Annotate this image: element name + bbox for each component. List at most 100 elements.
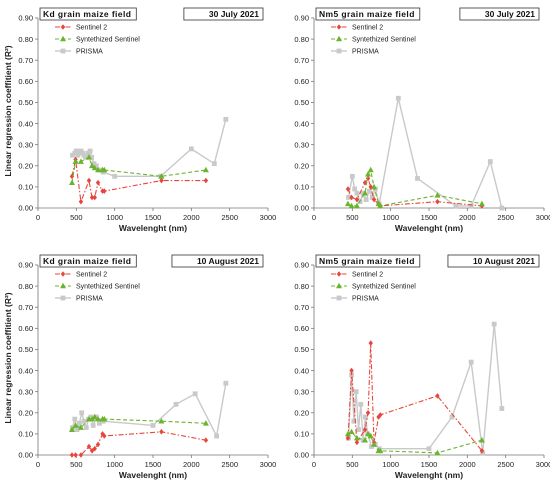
data-point [158,418,165,424]
x-tick-label: 500 [346,460,359,469]
data-point [361,437,368,443]
legend-marker [60,295,66,301]
data-point [79,410,85,416]
series-sentinel-2 [345,175,485,209]
data-point [95,166,102,173]
data-point [365,171,372,177]
data-point [468,359,474,365]
field-title: Nm5 grain maize field [319,9,415,19]
date-title: 30 July 2021 [485,9,535,19]
y-tick-label: 0.00 [18,204,33,213]
field-title: Kd grain maize field [43,9,131,19]
legend-label: Syntethized Sentinel [76,37,140,44]
data-point [365,430,372,437]
data-point [159,177,164,184]
series-syntethized-sentinel [68,154,209,185]
x-tick-label: 2000 [459,460,476,469]
y-tick-label: 0.60 [18,77,33,86]
y-tick-label: 0.90 [294,261,309,270]
data-point [368,340,373,346]
y-tick-label: 0.30 [294,387,309,396]
series-sentinel-2 [69,156,209,205]
legend-marker [60,282,66,289]
series-prisma [346,95,505,211]
data-point [88,414,94,420]
data-point [478,437,485,443]
y-tick-label: 0.50 [18,345,33,354]
data-point [453,203,459,209]
x-tick-label: 500 [70,213,83,222]
data-point [365,175,371,182]
data-point [77,424,84,430]
y-tick-label: 0.60 [294,324,309,333]
x-tick-label: 2000 [459,213,476,222]
data-point [101,166,108,173]
data-point [89,162,96,169]
y-tick-label: 0.40 [294,366,309,375]
data-point [211,161,217,167]
y-tick-label: 0.00 [18,451,33,460]
series-line [347,324,503,453]
data-point [202,166,209,173]
data-point [95,179,101,186]
data-point [356,427,361,433]
y-tick-label: 0.20 [18,161,33,170]
data-point [72,422,79,428]
x-tick-label: 1500 [421,213,438,222]
date-title-box [171,254,264,268]
data-point [223,380,229,386]
y-tick-label: 0.10 [294,183,309,192]
x-tick-label: 1000 [106,213,123,222]
data-point [369,195,375,200]
y-tick-label: 0.20 [294,161,309,170]
series-sentinel-2 [345,340,485,454]
legend: Sentinel 2 Syntethized Sentinel PRISMA [55,24,140,56]
legend-label: Syntethized Sentinel [352,37,416,44]
data-point [499,406,505,411]
data-point [85,154,92,160]
data-point [92,194,97,201]
data-point [112,173,118,179]
legend-label: Sentinel 2 [76,25,107,32]
data-point [83,425,89,430]
x-tick-label: 3000 [260,460,277,469]
data-point [366,188,372,194]
data-point [150,423,156,428]
data-point [73,148,79,154]
chart-panel-3: 0.00 0.10 0.20 0.30 0.40 0.50 0.60 0.70 0.80 0.90… [18,254,277,480]
data-point [354,190,360,196]
panels: 0.00 0.10 0.20 0.30 0.40 0.50 0.60 0.70 0.80 0.90… [18,7,550,480]
data-point [499,205,505,211]
data-point [479,447,485,454]
data-point [159,428,164,435]
data-point [349,367,354,374]
data-point [491,321,497,327]
data-point [361,190,368,196]
data-point [348,202,355,209]
x-tick-label: 1500 [421,460,438,469]
y-tick-label: 0.30 [18,387,33,396]
y-tick-label: 0.20 [294,408,309,417]
chart-panel-2: 0.00 0.10 0.20 0.30 0.40 0.50 0.60 0.70 0.80 0.90… [294,7,550,233]
data-point [81,418,87,424]
series-line [71,383,227,439]
y-tick-label: 0.50 [294,98,309,107]
field-title-box [315,254,421,268]
data-point [344,430,351,437]
data-point [349,194,354,201]
data-point [78,198,84,205]
data-point [353,389,359,395]
data-point [365,409,371,416]
data-point [367,166,374,173]
data-point [89,194,95,201]
data-point [86,177,92,184]
data-point [371,441,378,447]
data-point [345,435,351,441]
x-tick-label: 2500 [497,460,514,469]
x-tick-label: 2000 [183,460,200,469]
data-point [395,95,401,101]
x-tick-label: 3000 [536,213,550,222]
y-tick-label: 0.10 [18,183,33,192]
y-tick-label: 0.40 [18,119,33,128]
data-point [87,148,93,154]
